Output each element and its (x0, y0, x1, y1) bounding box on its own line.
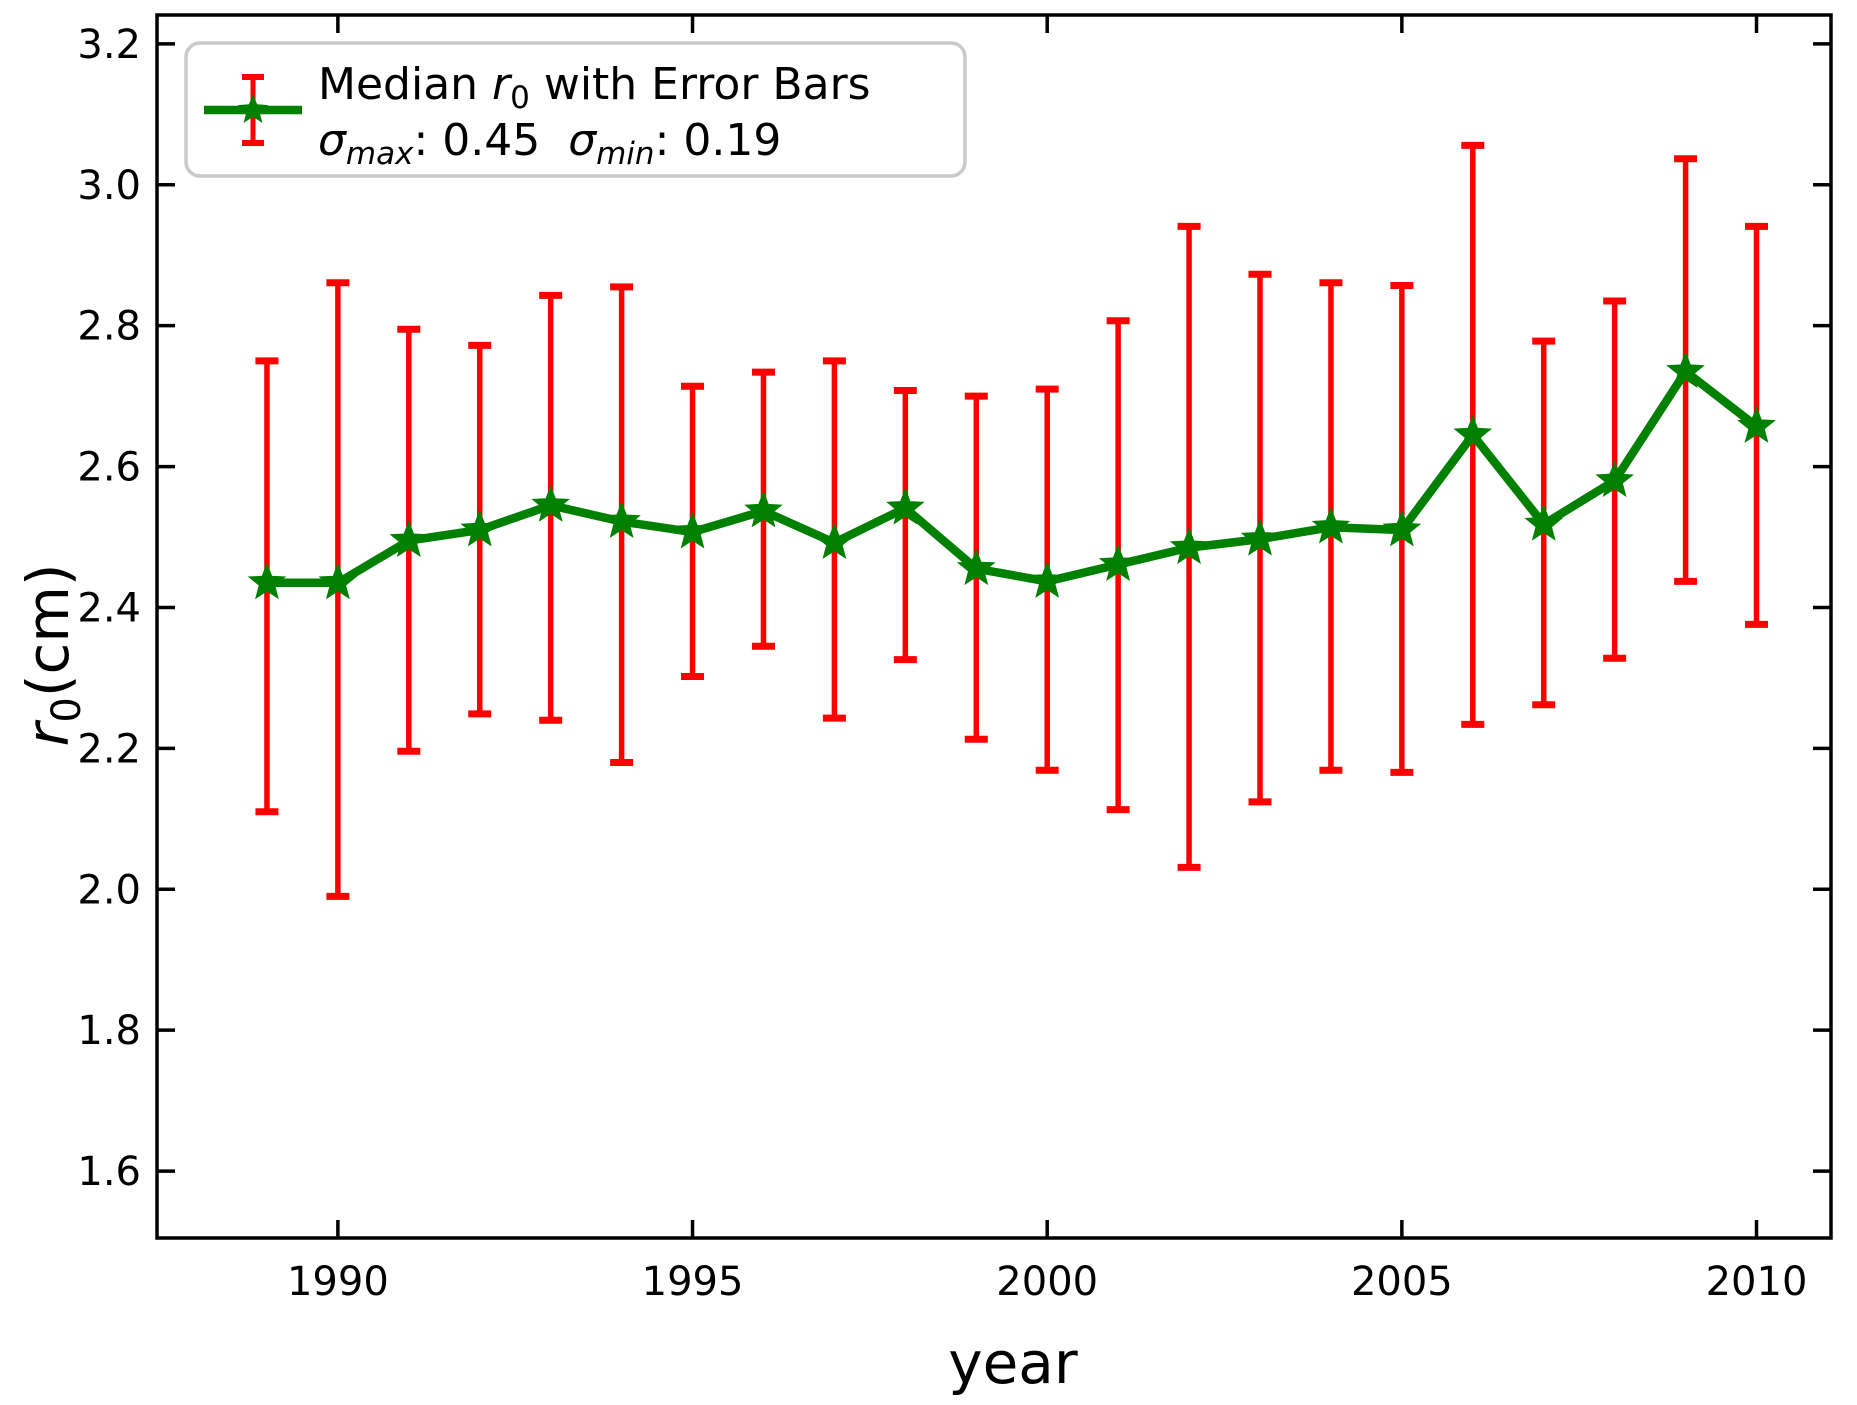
x-axis-label: year (948, 1329, 1078, 1397)
star-marker (1453, 414, 1493, 452)
star-marker (531, 485, 570, 522)
x-tick-label: 1995 (642, 1259, 744, 1305)
y-tick-label: 2.6 (77, 445, 141, 491)
star-marker (318, 562, 358, 600)
y-axis-label: r0(cm) (14, 564, 90, 747)
y-tick-label: 2.8 (77, 304, 141, 350)
legend: Median r0 with Error Bars σmax: 0.45 σmi… (184, 41, 967, 178)
star-marker (673, 511, 712, 549)
y-tick-label: 1.6 (77, 1149, 141, 1195)
y-tick-label: 3.2 (77, 22, 141, 68)
star-marker (389, 520, 429, 557)
star-marker (1098, 544, 1138, 581)
star-marker (744, 490, 783, 528)
star-marker (1595, 460, 1634, 498)
legend-label-line1: Median r0 with Error Bars (318, 59, 871, 116)
star-marker (956, 548, 996, 586)
star-marker (1737, 406, 1776, 443)
y-tick-label: 1.8 (77, 1008, 141, 1054)
x-tick-label: 2000 (996, 1259, 1098, 1305)
star-marker (1666, 351, 1705, 388)
data-series-layer (247, 141, 1776, 900)
star-marker (1382, 509, 1422, 547)
legend-star-marker (237, 94, 269, 123)
star-marker (1240, 518, 1280, 556)
y-tick-label: 2.0 (77, 867, 141, 913)
star-marker (1027, 561, 1067, 598)
y-tick-label: 2.2 (77, 726, 141, 772)
star-marker (247, 562, 287, 600)
plot-area-border (155, 13, 1833, 1240)
x-tick-label: 2005 (1351, 1259, 1453, 1305)
star-marker (1524, 504, 1564, 541)
legend-sample-marker (204, 74, 302, 146)
y-tick-label: 3.0 (77, 163, 141, 209)
median-line (266, 367, 1760, 588)
error-bar (893, 386, 917, 664)
star-marker (1169, 527, 1209, 565)
star-marker (886, 487, 925, 525)
legend-box (184, 41, 967, 178)
y-tick-label: 2.4 (77, 585, 141, 631)
x-tick-label: 1990 (287, 1259, 389, 1305)
star-marker (602, 501, 641, 538)
x-tick-label: 2010 (1706, 1259, 1808, 1305)
star-marker (1311, 506, 1351, 544)
legend-label-line2: σmax: 0.45 σmin: 0.19 (318, 115, 781, 172)
ticks-layer: 1990 1995 2000 2005 2010 1.6 1.8 2.0 2.2 2.4 2.6 2.… (77, 15, 1831, 1305)
star-marker (815, 522, 854, 560)
star-marker (460, 509, 500, 547)
